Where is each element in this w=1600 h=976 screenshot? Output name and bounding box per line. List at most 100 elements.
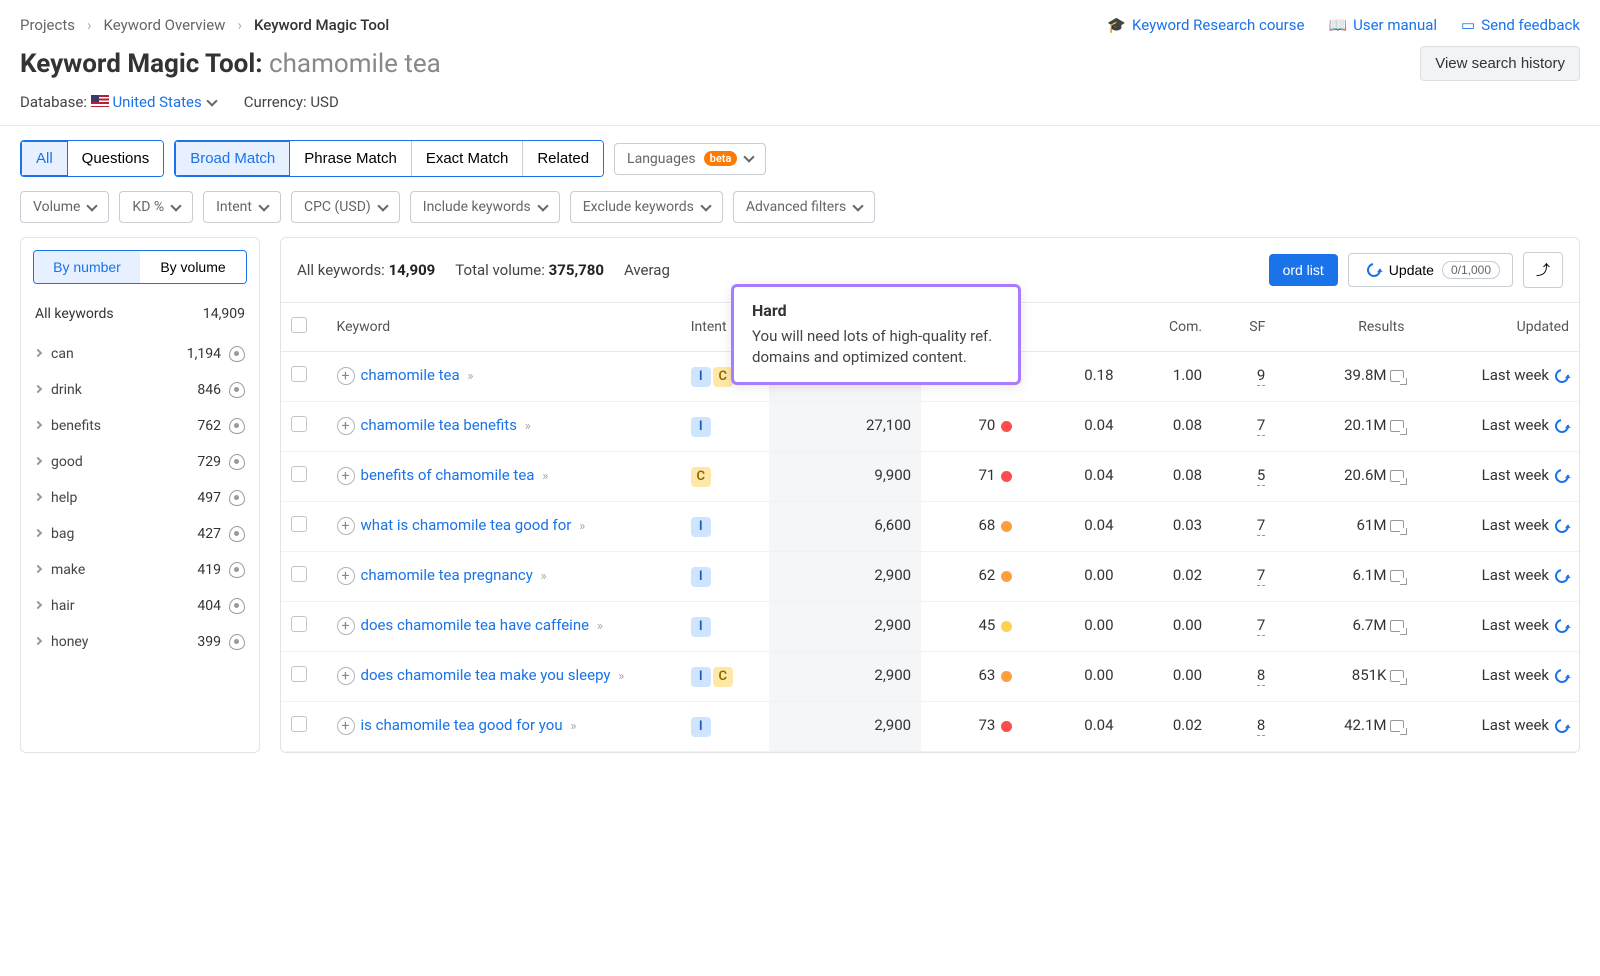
refresh-icon[interactable]	[1552, 466, 1571, 485]
tab-questions[interactable]: Questions	[68, 141, 164, 176]
col-updated[interactable]: Updated	[1414, 303, 1579, 352]
serp-icon[interactable]	[1390, 370, 1404, 382]
refresh-icon[interactable]	[1552, 716, 1571, 735]
add-keyword-icon[interactable]: +	[337, 617, 355, 635]
row-checkbox[interactable]	[291, 616, 307, 632]
eye-icon[interactable]	[229, 454, 245, 470]
filter-kd[interactable]: KD %	[119, 191, 193, 223]
eye-icon[interactable]	[229, 346, 245, 362]
breadcrumb-overview[interactable]: Keyword Overview	[104, 16, 226, 34]
row-checkbox[interactable]	[291, 566, 307, 582]
refresh-icon[interactable]	[1552, 366, 1571, 385]
eye-icon[interactable]	[229, 418, 245, 434]
col-com[interactable]: Com.	[1124, 303, 1213, 352]
add-keyword-icon[interactable]: +	[337, 367, 355, 385]
tab-by-number[interactable]: By number	[34, 251, 140, 283]
row-checkbox[interactable]	[291, 416, 307, 432]
filter-intent[interactable]: Intent	[203, 191, 281, 223]
sidebar-item[interactable]: make419	[21, 552, 259, 588]
add-keyword-icon[interactable]: +	[337, 467, 355, 485]
tab-phrase-match[interactable]: Phrase Match	[290, 141, 412, 176]
expand-icon[interactable]: »	[579, 519, 585, 534]
keyword-link[interactable]: does chamomile tea have caffeine	[361, 616, 590, 634]
eye-icon[interactable]	[229, 490, 245, 506]
sidebar-all-keywords[interactable]: All keywords 14,909	[21, 296, 259, 332]
eye-icon[interactable]	[229, 526, 245, 542]
sidebar-item[interactable]: can1,194	[21, 336, 259, 372]
sidebar-item[interactable]: help497	[21, 480, 259, 516]
filter-exclude[interactable]: Exclude keywords	[570, 191, 723, 223]
filter-include[interactable]: Include keywords	[410, 191, 560, 223]
send-feedback-link[interactable]: ▭Send feedback	[1461, 16, 1580, 34]
export-button[interactable]: ⤴	[1523, 252, 1563, 288]
serp-icon[interactable]	[1390, 570, 1404, 582]
keyword-link[interactable]: does chamomile tea make you sleepy	[361, 666, 611, 684]
expand-icon[interactable]: »	[597, 619, 603, 634]
refresh-icon[interactable]	[1552, 566, 1571, 585]
add-keyword-icon[interactable]: +	[337, 517, 355, 535]
refresh-icon[interactable]	[1552, 516, 1571, 535]
row-checkbox[interactable]	[291, 516, 307, 532]
sidebar-item[interactable]: benefits762	[21, 408, 259, 444]
research-course-link[interactable]: 🎓Keyword Research course	[1107, 16, 1304, 34]
user-manual-link[interactable]: 📖User manual	[1328, 16, 1437, 34]
add-keyword-icon[interactable]: +	[337, 667, 355, 685]
row-checkbox[interactable]	[291, 366, 307, 382]
refresh-icon[interactable]	[1552, 616, 1571, 635]
sidebar-item[interactable]: bag427	[21, 516, 259, 552]
sidebar-item[interactable]: hair404	[21, 588, 259, 624]
eye-icon[interactable]	[229, 634, 245, 650]
refresh-icon[interactable]	[1552, 416, 1571, 435]
expand-icon[interactable]: »	[542, 469, 548, 484]
keyword-link[interactable]: chamomile tea benefits	[361, 416, 517, 434]
serp-icon[interactable]	[1390, 420, 1404, 432]
serp-icon[interactable]	[1390, 520, 1404, 532]
expand-icon[interactable]: »	[467, 369, 473, 384]
refresh-icon[interactable]	[1552, 666, 1571, 685]
add-to-keyword-list-button[interactable]: ord list	[1269, 254, 1338, 286]
view-search-history-button[interactable]: View search history	[1420, 46, 1580, 81]
expand-icon[interactable]: »	[618, 669, 624, 684]
add-keyword-icon[interactable]: +	[337, 717, 355, 735]
eye-icon[interactable]	[229, 598, 245, 614]
expand-icon[interactable]: »	[541, 569, 547, 584]
eye-icon[interactable]	[229, 382, 245, 398]
database-country-select[interactable]: United States	[112, 93, 215, 111]
keyword-link[interactable]: chamomile tea pregnancy	[361, 566, 533, 584]
keyword-link[interactable]: is chamomile tea good for you	[361, 716, 563, 734]
add-keyword-icon[interactable]: +	[337, 417, 355, 435]
row-checkbox[interactable]	[291, 716, 307, 732]
eye-icon[interactable]	[229, 562, 245, 578]
select-all-checkbox[interactable]	[291, 317, 307, 333]
add-keyword-icon[interactable]: +	[337, 567, 355, 585]
tab-related[interactable]: Related	[523, 141, 603, 176]
filter-cpc[interactable]: CPC (USD)	[291, 191, 400, 223]
tab-all[interactable]: All	[21, 141, 68, 176]
serp-icon[interactable]	[1390, 720, 1404, 732]
filter-advanced[interactable]: Advanced filters	[733, 191, 875, 223]
languages-select[interactable]: Languages beta	[614, 143, 766, 175]
col-sf[interactable]: SF	[1212, 303, 1275, 352]
breadcrumb-projects[interactable]: Projects	[20, 16, 75, 34]
filter-volume[interactable]: Volume	[20, 191, 109, 223]
tab-by-volume[interactable]: By volume	[140, 251, 246, 283]
tab-broad-match[interactable]: Broad Match	[175, 141, 290, 176]
update-button[interactable]: Update0/1,000	[1348, 253, 1513, 287]
sidebar-item[interactable]: drink846	[21, 372, 259, 408]
keyword-link[interactable]: benefits of chamomile tea	[361, 466, 535, 484]
keyword-link[interactable]: chamomile tea	[361, 366, 460, 384]
tab-exact-match[interactable]: Exact Match	[412, 141, 524, 176]
col-cpc[interactable]	[1022, 303, 1123, 352]
expand-icon[interactable]: »	[570, 719, 576, 734]
sidebar-item[interactable]: honey399	[21, 624, 259, 660]
serp-icon[interactable]	[1390, 470, 1404, 482]
keyword-link[interactable]: what is chamomile tea good for	[361, 516, 572, 534]
serp-icon[interactable]	[1390, 670, 1404, 682]
sidebar-item[interactable]: good729	[21, 444, 259, 480]
expand-icon[interactable]: »	[525, 419, 531, 434]
row-checkbox[interactable]	[291, 666, 307, 682]
col-results[interactable]: Results	[1275, 303, 1414, 352]
col-keyword[interactable]: Keyword	[327, 303, 681, 352]
row-checkbox[interactable]	[291, 466, 307, 482]
serp-icon[interactable]	[1390, 620, 1404, 632]
